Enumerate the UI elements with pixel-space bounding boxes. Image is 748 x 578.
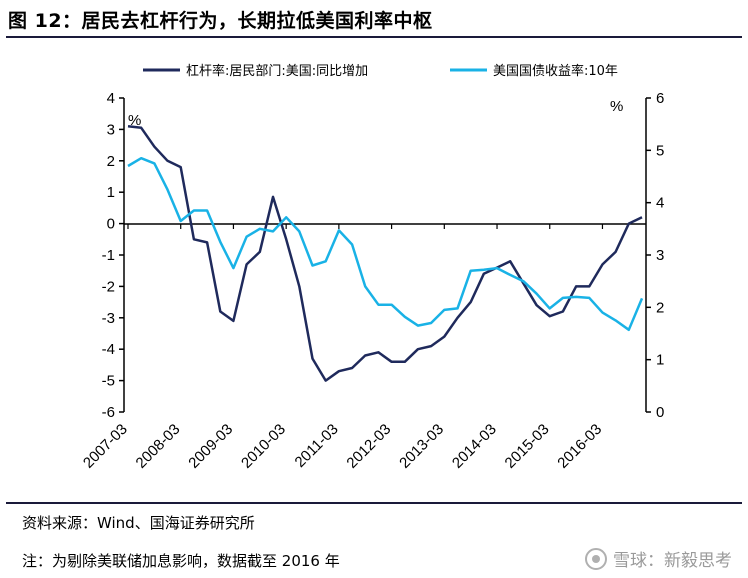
title-divider [6,36,742,38]
left-tick-label: 1 [107,184,115,201]
left-tick-label: 0 [107,216,115,233]
x-tick-label: 2013-03 [396,421,447,472]
left-axis-unit: % [128,112,141,129]
left-tick-label: -5 [102,373,115,390]
legend-label-series2: 美国国债收益率:10年 [493,63,618,79]
footer-divider [6,502,742,504]
left-tick-label: 4 [107,90,115,107]
chart-title: 图 12：居民去杠杆行为，长期拉低美国利率中枢 [8,10,433,32]
left-tick-label: -6 [102,404,115,421]
left-tick-label: -1 [102,247,115,264]
right-axis-unit: % [610,98,623,115]
x-tick-label: 2016-03 [554,421,605,472]
x-axis-ticks: 2007-03 2008-03 2009-03 2010-03 2011-03 2012-… [80,224,605,472]
right-tick-label: 0 [656,404,664,421]
x-tick-label: 2015-03 [502,421,553,472]
right-tick-label: 4 [656,195,664,212]
watermark: 雪球：新毅思考 [585,546,732,571]
right-tick-label: 3 [656,247,664,264]
watermark-text: 雪球：新毅思考 [613,551,732,571]
x-tick-label: 2008-03 [133,421,184,472]
left-axis-ticks: -6 -5 -4 -3 -2 -1 0 1 2 3 4 [102,90,124,421]
right-tick-label: 2 [656,299,664,316]
right-tick-label: 1 [656,352,664,369]
series-treasury-10y-line [127,156,644,332]
left-tick-label: 3 [107,121,115,138]
x-tick-label: 2011-03 [292,421,342,471]
x-tick-label: 2007-03 [80,421,131,472]
left-tick-label: -2 [102,278,115,295]
x-tick-label: 2012-03 [343,421,394,472]
series-household-leverage-line [127,125,643,382]
right-axis-ticks: 0 1 2 3 4 5 6 [646,90,664,421]
legend-label-series1: 杠杆率:居民部门:美国:同比增加 [186,63,368,79]
right-tick-label: 6 [656,90,664,107]
x-tick-label: 2010-03 [238,421,289,472]
x-tick-label: 2009-03 [185,421,236,472]
footnote: 注：为剔除美联储加息影响，数据截至 2016 年 [22,552,340,570]
left-tick-label: -3 [102,310,115,327]
legend: 杠杆率:居民部门:美国:同比增加 美国国债收益率:10年 [143,63,618,79]
left-tick-label: 2 [107,153,115,170]
line-chart: -6 -5 -4 -3 -2 -1 0 1 2 3 4 0 1 2 3 4 5 6 2007-03 2008-03… [80,63,664,472]
left-tick-label: -4 [102,341,115,358]
snowball-logo-icon [585,547,607,570]
x-tick-label: 2014-03 [449,421,500,472]
source-note: 资料来源：Wind、国海证券研究所 [22,514,255,532]
right-tick-label: 5 [656,142,664,159]
